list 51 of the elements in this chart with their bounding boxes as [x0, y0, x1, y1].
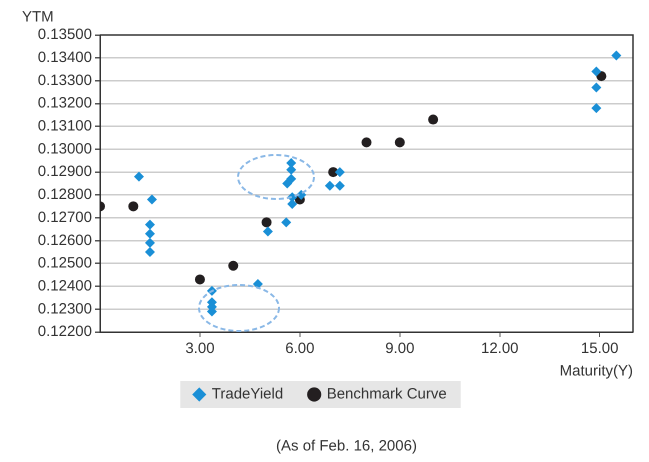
point: [228, 260, 238, 271]
y-tick-label: 0.12200: [38, 323, 92, 340]
point: [286, 158, 296, 168]
point: [144, 228, 155, 239]
point: [362, 137, 372, 148]
point: [324, 180, 335, 191]
y-tick-label: 0.12900: [38, 163, 92, 180]
x-tick-label: 12.00: [480, 340, 519, 358]
y-tick-label: 0.13300: [38, 72, 92, 89]
point: [591, 82, 602, 93]
y-axis-title: YTM: [22, 8, 54, 26]
point: [428, 114, 438, 125]
point: [591, 66, 602, 77]
point: [144, 238, 155, 248]
x-tick-label: 9.00: [385, 340, 414, 358]
point: [282, 178, 292, 188]
point: [334, 180, 345, 191]
y-tick-label: 0.12500: [38, 254, 92, 272]
point: [144, 247, 155, 258]
point: [252, 279, 263, 290]
y-tick-label: 0.12700: [38, 208, 92, 226]
legend-label: TradeYield: [212, 386, 284, 403]
y-tick-label: 0.13400: [38, 48, 92, 66]
point: [394, 137, 405, 148]
y-tick-label: 0.13200: [38, 94, 92, 112]
point: [281, 217, 292, 228]
point: [286, 164, 296, 175]
x-tick-label: 15.00: [580, 340, 618, 358]
point: [144, 220, 155, 230]
point: [194, 274, 205, 284]
x-tick-label: 3.00: [185, 340, 215, 358]
x-tick-label: 6.00: [285, 340, 314, 358]
y-tick-label: 0.12600: [38, 232, 92, 249]
point: [287, 199, 298, 210]
y-tick-label: 0.13100: [38, 118, 92, 135]
point: [611, 50, 622, 61]
x-axis-title: Maturity(Y): [560, 362, 633, 380]
point: [262, 217, 272, 228]
y-tick-label: 0.12400: [38, 277, 92, 294]
point: [146, 194, 157, 204]
y-tick-label: 0.12800: [38, 186, 92, 204]
y-tick-label: 0.13500: [38, 26, 92, 44]
point: [128, 201, 138, 212]
legend-label: Benchmark Curve: [326, 386, 447, 403]
point: [591, 103, 602, 114]
point: [334, 167, 345, 178]
point: [134, 172, 144, 182]
point: [262, 226, 273, 236]
y-tick-label: 0.13000: [38, 140, 92, 158]
y-tick-label: 0.12300: [38, 300, 92, 318]
text: (As of Feb. 16, 2006): [276, 438, 417, 455]
